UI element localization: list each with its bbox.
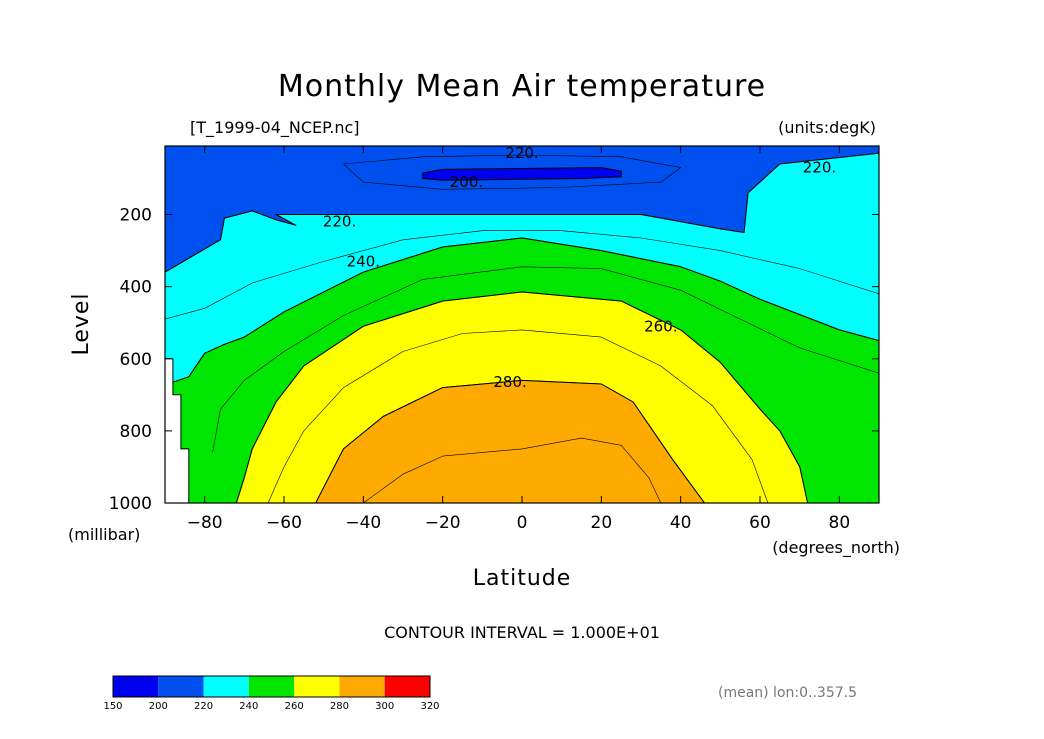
chart-title: Monthly Mean Air temperature xyxy=(278,69,766,104)
contour-label: 260. xyxy=(644,317,677,335)
contour-line-210 xyxy=(343,154,682,190)
x-tick-label: 20 xyxy=(591,513,613,533)
contour-label: 220. xyxy=(505,144,538,162)
x-tick-label: −20 xyxy=(425,513,461,533)
colorbar-frame xyxy=(112,675,431,698)
colorbar-swatch xyxy=(339,676,385,697)
contour-label: 220. xyxy=(803,159,836,177)
units-label: (units:degK) xyxy=(778,118,876,137)
x-tick-label: 60 xyxy=(749,513,771,533)
x-axis-label: Latitude xyxy=(473,566,572,591)
x-tick-label: 0 xyxy=(517,513,528,533)
contour-labels: 220. 200. 220. 220. 240. 260. 280. xyxy=(323,144,836,391)
x-units-label: (degrees_north) xyxy=(772,538,900,558)
contour-label: 240. xyxy=(347,252,380,270)
y-units-label: (millibar) xyxy=(68,525,140,544)
y-tick-label: 600 xyxy=(120,350,152,370)
contour-line-270 xyxy=(267,329,769,503)
contour-line-290 xyxy=(363,437,662,503)
colorbar-swatch xyxy=(294,676,340,697)
x-tick-label: −80 xyxy=(187,513,223,533)
contour-line-250 xyxy=(212,266,879,453)
y-tick-label: 400 xyxy=(120,278,152,298)
colorbar-label: 220 xyxy=(194,701,213,712)
contour-line-230 xyxy=(165,230,879,320)
colorbar-label: 260 xyxy=(285,701,304,712)
contour-label: 200. xyxy=(450,173,483,191)
mean-footnote: (mean) lon:0..357.5 xyxy=(718,685,857,701)
x-tick-label: 40 xyxy=(670,513,692,533)
colorbar-swatch xyxy=(113,676,159,697)
y-tick-label: 200 xyxy=(120,206,152,226)
contour-band-280-290 xyxy=(315,379,705,503)
y-axis-label: Level xyxy=(69,292,94,355)
x-tick-label: −60 xyxy=(266,513,302,533)
colorbar-label: 280 xyxy=(330,701,349,712)
contour-label: 220. xyxy=(323,213,356,231)
y-tick-label: 800 xyxy=(120,422,152,442)
colorbar-swatch xyxy=(384,676,430,697)
x-tick-label: −40 xyxy=(345,513,381,533)
colorbar-swatch xyxy=(248,676,295,697)
colorbar-swatch xyxy=(158,676,204,697)
x-axis-ticks: −80 −60 −40 −20 0 20 40 60 80 xyxy=(187,146,850,533)
colorbar-label: 200 xyxy=(149,701,168,712)
contour-interval-note: CONTOUR INTERVAL = 1.000E+01 xyxy=(384,623,660,642)
x-tick-label: 80 xyxy=(829,513,851,533)
contour-band-190-200 xyxy=(422,167,622,181)
y-axis-ticks: 200 400 600 800 1000 xyxy=(109,206,879,514)
colorbar-label: 320 xyxy=(420,701,439,712)
contour-label: 280. xyxy=(493,373,526,391)
colorbar-swatch xyxy=(203,676,249,697)
colorbar-label: 240 xyxy=(239,701,258,712)
colorbar: 150 200 220 240 260 280 300 320 xyxy=(103,675,440,712)
source-label: [T_1999-04_NCEP.nc] xyxy=(190,118,360,138)
y-tick-label: 1000 xyxy=(109,494,152,514)
colorbar-label: 300 xyxy=(375,701,394,712)
contour-lines xyxy=(165,154,879,503)
filled-contours xyxy=(165,146,879,503)
colorbar-label: 150 xyxy=(103,701,122,712)
